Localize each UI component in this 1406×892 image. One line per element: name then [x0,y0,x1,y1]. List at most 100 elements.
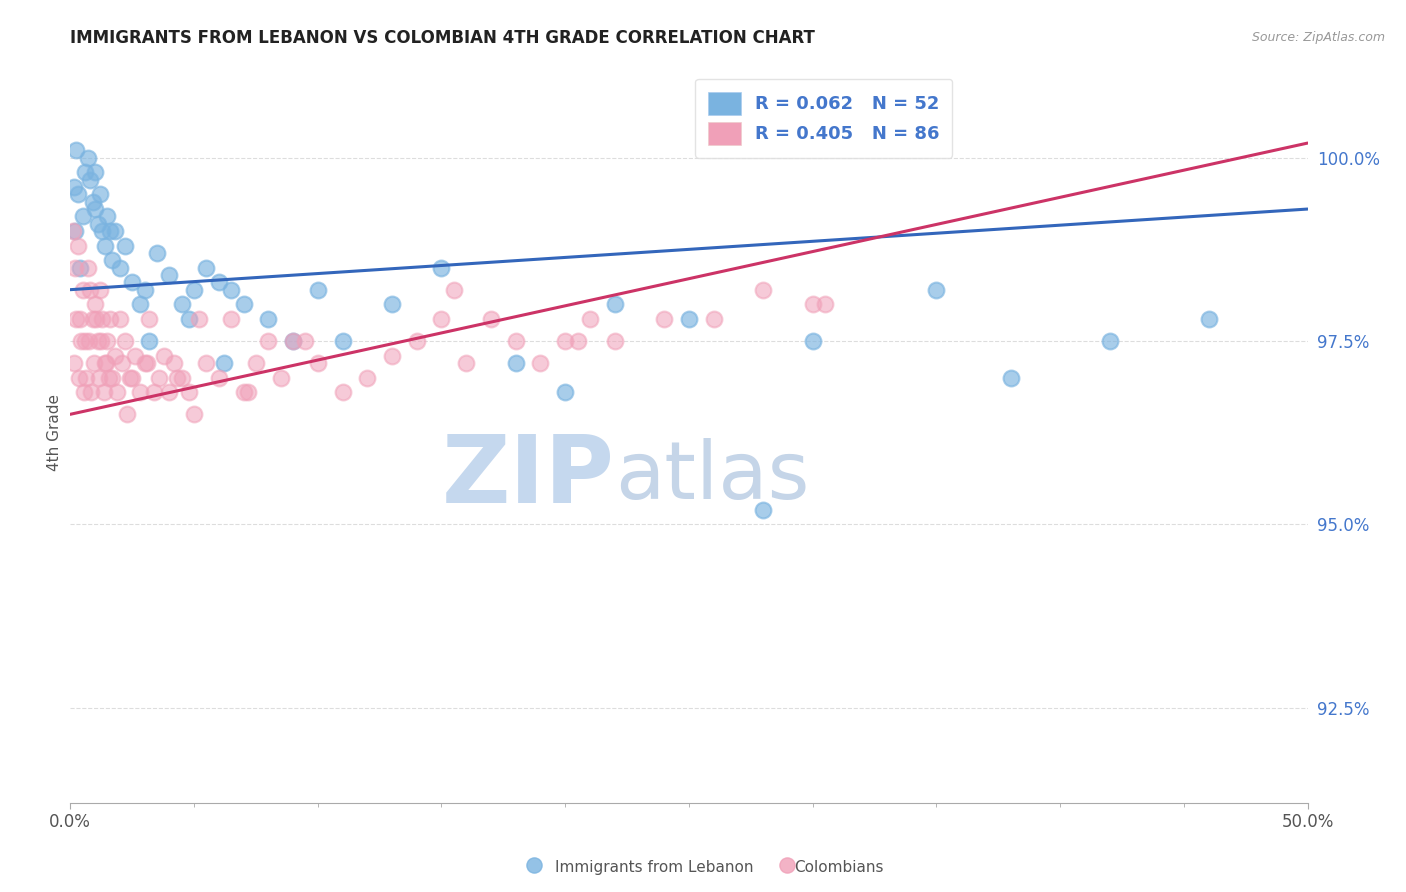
Point [652,312,675,326]
Point [96,356,118,370]
Point [114,334,136,348]
Legend: R = 0.062   N = 52, R = 0.405   N = 86: R = 0.062 N = 52, R = 0.405 N = 86 [696,78,952,158]
Point [195,356,218,370]
Point [65,312,87,326]
Point [87,370,110,384]
Point [70,334,93,348]
Point [134,283,156,297]
Point [801,334,824,348]
Point [86,217,108,231]
Point [121,370,143,384]
Point [153,349,176,363]
Point [567,334,589,348]
Point [170,370,193,384]
Point [128,297,150,311]
Point [1000,370,1022,384]
Point [245,356,267,370]
Point [603,297,626,311]
Point [1198,312,1220,326]
Point [80,385,103,400]
Point [238,385,260,400]
Point [65,260,87,275]
Point [703,312,725,326]
Point [82,312,104,326]
Point [104,349,127,363]
Text: Colombians: Colombians [794,860,884,875]
Point [529,356,551,370]
Point [108,312,131,326]
Text: atlas: atlas [614,438,808,516]
Point [188,312,211,326]
Point [678,312,700,326]
Point [443,283,465,297]
Point [76,151,98,165]
Point [77,334,100,348]
Point [208,276,231,290]
Point [114,238,136,252]
Point [124,349,146,363]
Point [232,297,254,311]
Point [195,260,218,275]
Point [430,260,453,275]
Point [257,312,280,326]
Point [138,312,160,326]
Point [79,172,101,186]
Point [84,312,107,326]
Point [96,210,118,224]
Point [82,194,104,209]
Point [212,356,235,370]
Point [72,210,94,224]
Point [84,165,107,179]
Point [219,283,242,297]
Point [405,334,427,348]
Point [63,180,86,194]
Point [75,334,97,348]
Point [307,283,329,297]
Point [91,312,114,326]
Point [554,334,576,348]
Point [332,385,354,400]
Point [332,334,354,348]
Point [752,283,775,297]
Point [118,370,141,384]
Point [146,246,169,260]
Point [66,187,89,202]
Point [65,224,87,238]
Point [101,370,124,384]
Point [143,385,166,400]
Point [148,370,170,384]
Point [86,334,108,348]
Point [183,283,205,297]
Point [505,356,527,370]
Point [91,224,114,238]
Point [294,334,316,348]
Point [69,312,91,326]
Point [479,312,502,326]
Point [170,297,193,311]
Point [177,385,200,400]
Text: Immigrants from Lebanon: Immigrants from Lebanon [555,860,754,875]
Text: ZIP: ZIP [441,431,614,523]
Point [111,356,134,370]
Point [166,370,188,384]
Point [97,370,120,384]
Point [801,297,824,311]
Point [72,283,94,297]
Point [814,297,837,311]
Point [96,334,118,348]
Point [101,253,124,268]
Point [232,385,254,400]
Point [89,283,111,297]
Point [157,268,180,282]
Point [138,334,160,348]
Point [281,334,304,348]
Point [98,312,121,326]
Point [94,356,117,370]
Point [603,334,626,348]
Point [115,407,138,421]
Point [281,334,304,348]
Point [177,312,200,326]
Point [65,144,87,158]
Point [79,283,101,297]
Point [752,502,775,516]
